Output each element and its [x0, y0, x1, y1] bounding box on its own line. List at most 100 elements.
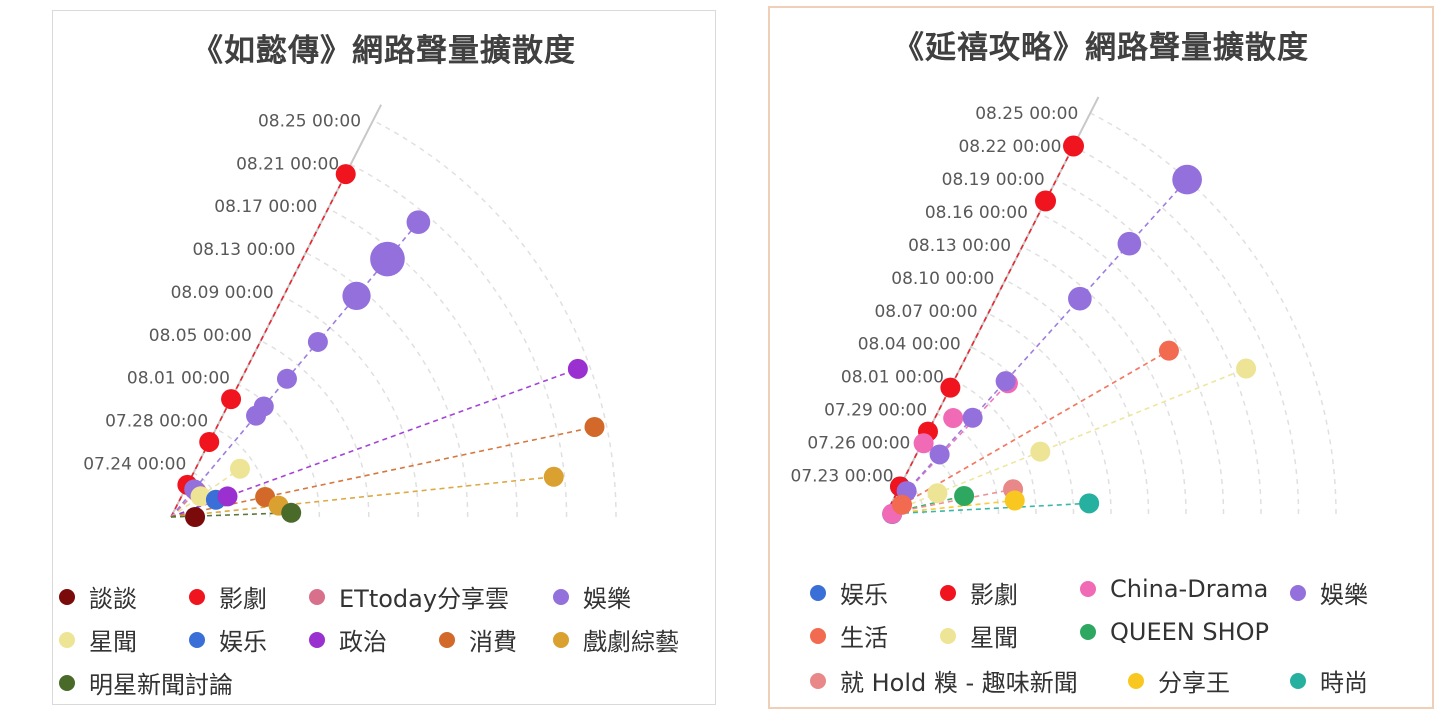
chart-panel-ruyi: 《如懿傳》網路聲量擴散度 07.24 00:00 07.28 00:00 08.01… — [52, 10, 716, 705]
data-point[interactable] — [406, 210, 431, 235]
grid-arc — [305, 251, 469, 518]
tick-label: 08.17 00:00 — [214, 197, 317, 217]
legend-item[interactable]: 就 Hold 糗 - 趣味新聞 — [810, 663, 1078, 698]
legend-label: 分享王 — [1158, 669, 1230, 697]
legend-item[interactable]: 生活 — [810, 618, 888, 653]
data-point[interactable] — [962, 407, 983, 428]
data-point[interactable] — [335, 164, 356, 185]
legend-item[interactable]: 影劇 — [189, 579, 267, 614]
data-point[interactable] — [995, 371, 1016, 392]
legend-label: 娛樂 — [583, 585, 631, 613]
grid-arc — [1089, 112, 1337, 515]
grid-arc — [1055, 179, 1262, 515]
legend-label: 星聞 — [970, 624, 1018, 652]
legend-item[interactable]: 戲劇綜藝 — [553, 622, 679, 657]
legend-label: 消費 — [469, 628, 517, 656]
data-point[interactable] — [190, 486, 211, 507]
legend-marker-icon — [810, 672, 826, 689]
data-point[interactable] — [342, 281, 371, 311]
grid-arc — [953, 379, 1037, 515]
data-point[interactable] — [1035, 190, 1057, 212]
legend-item[interactable]: 影劇 — [940, 575, 1018, 610]
data-point[interactable] — [927, 483, 948, 504]
legend-marker-icon — [439, 631, 455, 648]
data-point[interactable] — [1063, 135, 1084, 157]
data-point[interactable] — [1236, 358, 1257, 379]
data-point[interactable] — [1158, 340, 1179, 361]
data-point[interactable] — [913, 433, 934, 454]
legend-marker-icon — [59, 631, 75, 648]
legend-item[interactable]: 時尚 — [1290, 663, 1368, 698]
tick-label: 08.04 00:00 — [858, 335, 961, 355]
data-point[interactable] — [185, 507, 206, 527]
legend-marker-icon — [553, 631, 569, 648]
data-point[interactable] — [940, 377, 961, 398]
legend-item[interactable]: 消費 — [439, 622, 517, 657]
data-point[interactable] — [1079, 493, 1100, 514]
tick-label: 08.05 00:00 — [149, 326, 252, 346]
grid-arc — [282, 296, 419, 518]
legend-item[interactable]: 談談 — [59, 579, 137, 614]
legend-item[interactable]: 明星新聞討論 — [59, 665, 233, 700]
tick-label: 08.13 00:00 — [908, 236, 1011, 256]
legend-item[interactable]: 星聞 — [940, 618, 1018, 653]
tick-label: 08.19 00:00 — [942, 170, 1045, 190]
data-point[interactable] — [253, 396, 274, 417]
series-line — [170, 173, 347, 518]
legend-item[interactable]: 娱乐 — [810, 575, 888, 610]
legend-item[interactable]: ETtoday分享雲 — [309, 579, 509, 614]
data-point[interactable] — [217, 486, 238, 507]
legend-marker-icon — [553, 588, 569, 605]
tick-label: 07.29 00:00 — [824, 401, 927, 421]
data-point[interactable] — [307, 331, 328, 352]
chart-title: 《延禧攻略》網路聲量擴散度 — [893, 30, 1309, 66]
legend-item[interactable]: 星聞 — [59, 622, 137, 657]
data-point[interactable] — [584, 416, 605, 437]
legend-marker-icon — [1128, 672, 1144, 689]
legend-label: 政治 — [339, 628, 387, 656]
tick-label: 08.13 00:00 — [192, 240, 295, 260]
legend-label: QUEEN SHOP — [1110, 618, 1270, 646]
legend-label: 談談 — [89, 585, 137, 613]
tick-label: 08.09 00:00 — [171, 283, 274, 303]
tick-label: 08.25 00:00 — [258, 112, 361, 132]
data-point[interactable] — [943, 408, 964, 429]
legend-item[interactable]: 娛樂 — [1290, 575, 1368, 610]
data-point[interactable] — [543, 466, 564, 487]
grid-arc — [260, 340, 370, 518]
legend-label: 就 Hold 糗 - 趣味新聞 — [840, 669, 1078, 697]
data-point[interactable] — [929, 444, 950, 465]
legend-marker-icon — [810, 627, 826, 644]
data-point[interactable] — [281, 502, 302, 523]
data-point[interactable] — [1004, 490, 1025, 511]
data-point[interactable] — [567, 358, 588, 379]
grid-arc — [372, 119, 617, 518]
legend-marker-icon — [940, 584, 956, 601]
legend-item[interactable]: China-Drama — [1080, 575, 1268, 603]
legend-item[interactable]: 娛樂 — [553, 579, 631, 614]
legend-item[interactable]: QUEEN SHOP — [1080, 618, 1269, 646]
chart-title: 《如懿傳》網路聲量擴散度 — [192, 33, 576, 69]
data-point[interactable] — [1117, 231, 1142, 256]
data-point[interactable] — [370, 241, 405, 277]
legend-label: 星聞 — [89, 628, 137, 656]
legend-item[interactable]: 娱乐 — [189, 622, 267, 657]
tick-label: 07.24 00:00 — [83, 454, 186, 474]
data-point[interactable] — [229, 458, 250, 479]
data-point[interactable] — [276, 368, 297, 389]
legend-item[interactable]: 政治 — [309, 622, 387, 657]
legend-marker-icon — [189, 588, 205, 605]
grid-arc — [970, 346, 1075, 515]
data-point[interactable] — [221, 389, 242, 410]
legend-item[interactable]: 分享王 — [1128, 663, 1230, 698]
tick-label: 08.25 00:00 — [975, 104, 1078, 124]
data-point[interactable] — [954, 485, 975, 506]
data-point[interactable] — [1172, 164, 1202, 195]
data-point[interactable] — [1030, 441, 1051, 462]
radial-scatter-plot: 07.23 00:00 07.26 00:00 07.29 00:00 08.01 0… — [791, 96, 1337, 524]
data-point[interactable] — [1068, 286, 1092, 311]
legend-marker-icon — [309, 588, 325, 605]
data-point[interactable] — [892, 494, 913, 515]
tick-label: 07.28 00:00 — [105, 412, 208, 432]
data-point[interactable] — [199, 431, 220, 452]
